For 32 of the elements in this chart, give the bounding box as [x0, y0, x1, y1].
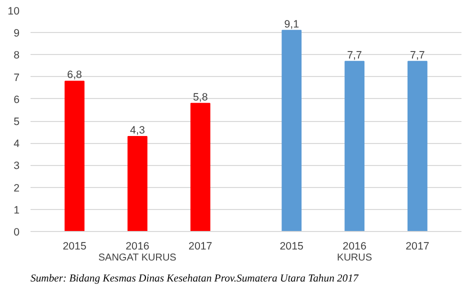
data-label: 9,1 — [284, 18, 300, 30]
x-tick-label: 2015 — [62, 240, 86, 252]
y-tick-label: 3 — [14, 160, 20, 172]
y-tick-label: 7 — [14, 72, 20, 84]
bar — [190, 102, 210, 232]
y-tick-label: 2 — [14, 182, 20, 194]
x-tick-label: 2016 — [126, 240, 150, 252]
data-label: 7,7 — [347, 49, 362, 62]
text: KURUS — [337, 252, 372, 264]
y-tick-label: 5 — [14, 116, 20, 128]
y-tick-label: 1 — [14, 204, 20, 216]
x-tick-label: 2016 — [342, 240, 366, 252]
y-tick-label: 10 — [8, 6, 20, 18]
y-tick-label: 9 — [14, 28, 20, 40]
data-label: 6,8 — [67, 69, 82, 82]
x-tick-label: 2017 — [406, 240, 430, 252]
bar — [408, 60, 428, 232]
y-tick-label: 6 — [14, 94, 20, 106]
x-tick-label: 2015 — [280, 240, 304, 252]
text: SANGAT KURUS — [98, 252, 177, 264]
data-label: 5,8 — [192, 91, 208, 104]
y-tick-label: 8 — [14, 50, 20, 62]
bar — [282, 30, 302, 232]
bar — [344, 60, 364, 232]
bar — [128, 136, 148, 232]
x-tick-label: 2017 — [188, 240, 212, 252]
y-tick-label: 0 — [14, 226, 20, 238]
text: Sumber: Bidang Kesmas Dinas Kesehatan Prov.Sumatera Utara Tahun 2017 — [30, 274, 360, 284]
y-tick-label: 4 — [14, 138, 20, 150]
data-label: 7,7 — [410, 49, 425, 62]
data-label: 4,3 — [130, 124, 145, 136]
bar — [64, 80, 84, 232]
